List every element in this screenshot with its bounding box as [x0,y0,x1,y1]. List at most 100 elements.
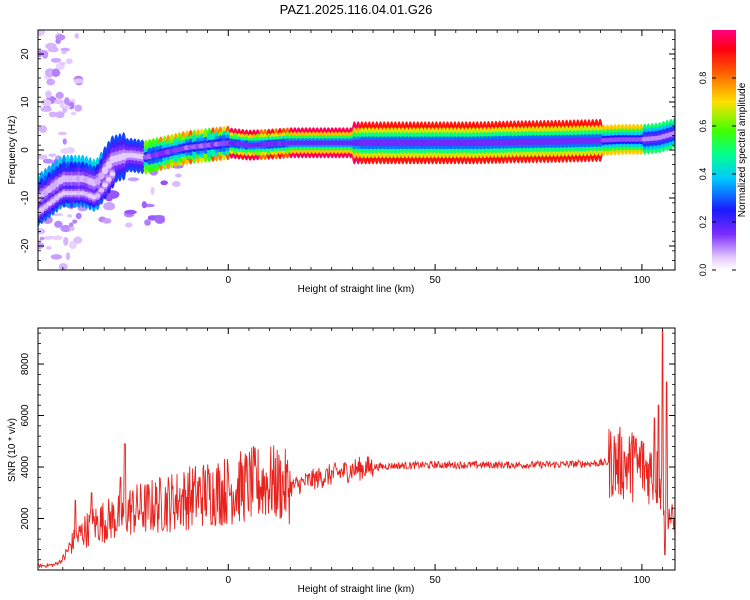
y-tick-label: 0 [20,147,31,153]
spectral-speckle [124,209,137,215]
spectral-speckle [160,180,168,186]
spectral-speckle [39,236,45,241]
colorbar-gradient [712,30,736,270]
x-tick-label: 100 [634,575,651,586]
spectral-speckle [69,222,74,227]
spectral-speckle [38,30,45,36]
spectral-speckle [67,214,73,218]
spectral-speckle [58,263,68,270]
y-tick-label: 8000 [20,352,31,375]
spectral-ridge-cell [94,193,101,198]
spectral-speckle [74,33,79,39]
spectral-speckle [52,213,64,217]
spectral-ridge-cell [105,161,112,169]
y-tick-label: 2000 [20,507,31,530]
x-tick-label: 100 [634,275,651,286]
spectral-speckle [65,252,71,261]
x-tick-label: 0 [225,275,231,286]
spectral-speckle [40,99,52,107]
spectral-ridge-cell [102,182,109,188]
spectral-speckle [57,131,68,136]
spectral-speckle [102,218,112,224]
spectral-speckle [50,254,63,260]
spectral-speckle [63,236,69,246]
snr-series-line [38,330,675,568]
snr-axes: 0 50 100 2000 4000 6000 8000 [20,328,675,586]
spectral-speckle [44,235,55,239]
colorbar: 0.0 0.2 0.4 0.6 0.8 Normalized spectral ampl… [698,30,748,276]
colorbar-tick-label: 0.6 [698,120,708,133]
spectral-speckle [46,246,52,250]
spectral-speckle [46,78,56,86]
y-tick-label: -10 [20,190,31,205]
figure-title: PAZ1.2025.116.04.01.G26 [280,2,433,17]
spectral-speckle [59,62,66,66]
spectral-speckle [62,138,67,145]
spectral-speckle [45,90,52,99]
spectral-speckle [125,222,133,228]
colorbar-ticks: 0.0 0.2 0.4 0.6 0.8 [698,72,736,276]
spectral-speckle [60,224,72,233]
spectral-speckle [48,111,57,118]
spectral-speckle [61,51,67,55]
spectral-speckle [54,220,63,228]
spectral-speckle [50,57,62,63]
spectral-ridge-cell [101,166,109,175]
spectral-speckle [74,104,83,112]
spectral-speckle [65,58,73,65]
snr-plot-area [38,328,675,570]
colorbar-tick-label: 0.8 [698,72,708,85]
spectral-speckle [72,219,78,224]
y-tick-label: 4000 [20,455,31,478]
spectrogram-heatmap [38,30,675,270]
spectral-speckle [48,153,57,157]
spectral-speckle [53,99,64,105]
snr-frame [37,327,676,571]
snr-panel: 0 50 100 2000 4000 6000 8000 Height of straigh… [7,327,676,595]
spectral-speckle [69,226,75,231]
spectral-speckle [103,201,116,211]
spectral-speckle [55,34,66,41]
colorbar-tick-label: 0.2 [698,216,708,229]
spectral-speckle [42,158,54,164]
snr-ylabel: SNR (10 * v/v) [7,418,18,482]
spectral-ridge-cell [109,171,116,177]
spectral-ridge-cell [94,177,101,185]
spectral-ridge-cell [98,172,105,180]
snr-xlabel: Height of straight line (km) [298,584,415,595]
spectral-ridge-cell [38,207,45,212]
x-tick-label: 50 [430,575,442,586]
spectral-ridge-cell [98,187,105,193]
spectral-speckle [38,125,48,133]
x-tick-label: 50 [430,275,442,286]
spectral-ridge-cell [46,201,53,206]
spectrogram-xlabel: Height of straight line (km) [298,284,415,295]
colorbar-tick-label: 0.4 [698,168,708,181]
spectral-ridge-cell [49,198,56,204]
spectral-ridge-cell [105,177,112,182]
spectral-speckle [51,68,61,78]
spectral-speckle [38,154,48,160]
spectral-speckle [141,201,147,209]
y-tick-label: -20 [20,238,31,253]
spectral-speckle [174,173,182,178]
spectral-ridge-cell [53,195,60,201]
y-tick-label: 10 [20,96,31,108]
spectral-speckle [150,186,155,195]
spectral-speckle [127,177,139,182]
spectral-speckle [73,236,83,244]
spectral-speckle [63,105,71,109]
colorbar-label: Normalized spectral amplitude [737,82,748,217]
spectral-speckle [55,91,64,99]
spectral-speckle [38,228,46,235]
spectral-speckle [64,97,70,106]
spectral-ridge-cell [42,204,49,209]
spectral-speckle [144,219,151,226]
spectral-speckle [70,111,77,116]
spectral-speckle [60,47,70,52]
spectral-ridge-cell [671,130,675,136]
y-tick-label: 20 [20,48,31,60]
spectrogram-ylabel: Frequency (Hz) [7,116,18,185]
